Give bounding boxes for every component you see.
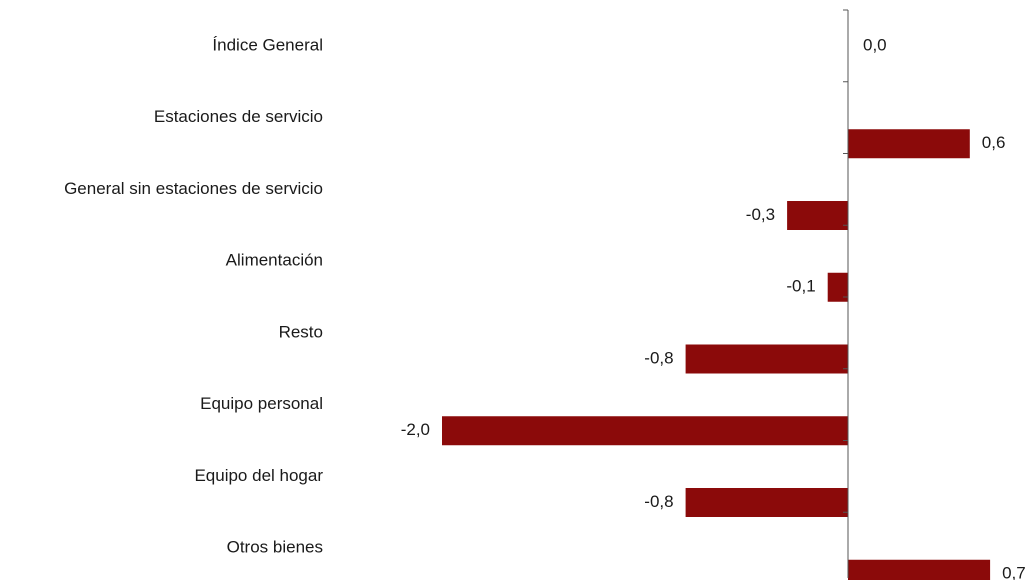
value-label: -0,1 bbox=[786, 277, 815, 296]
bar bbox=[848, 559, 991, 580]
value-label: 0,7 bbox=[1002, 564, 1026, 580]
value-label: 0,0 bbox=[863, 35, 887, 54]
bar bbox=[685, 488, 848, 517]
bar bbox=[827, 272, 848, 302]
value-label: -0,8 bbox=[644, 348, 673, 367]
category-label: Otros bienes bbox=[227, 538, 323, 557]
bar bbox=[442, 416, 848, 446]
labels-layer: Índice General 0,0 Estaciones de servicio 0… bbox=[64, 35, 1026, 580]
category-label: Estaciones de servicio bbox=[154, 107, 323, 126]
axis-layer bbox=[843, 9, 849, 578]
bar bbox=[848, 129, 970, 159]
category-label: Equipo personal bbox=[200, 394, 323, 413]
bar bbox=[787, 201, 848, 230]
category-label: Índice General bbox=[212, 35, 323, 54]
value-label: -0,8 bbox=[644, 492, 673, 511]
category-label: Resto bbox=[279, 322, 323, 341]
bars-layer bbox=[442, 129, 991, 580]
category-label: General sin estaciones de servicio bbox=[64, 179, 323, 198]
value-label: -2,0 bbox=[401, 420, 430, 439]
bar bbox=[685, 344, 848, 374]
value-label: 0,6 bbox=[982, 133, 1006, 152]
value-label: -0,3 bbox=[746, 205, 775, 224]
category-label: Alimentación bbox=[226, 251, 323, 270]
category-label: Equipo del hogar bbox=[194, 466, 323, 485]
